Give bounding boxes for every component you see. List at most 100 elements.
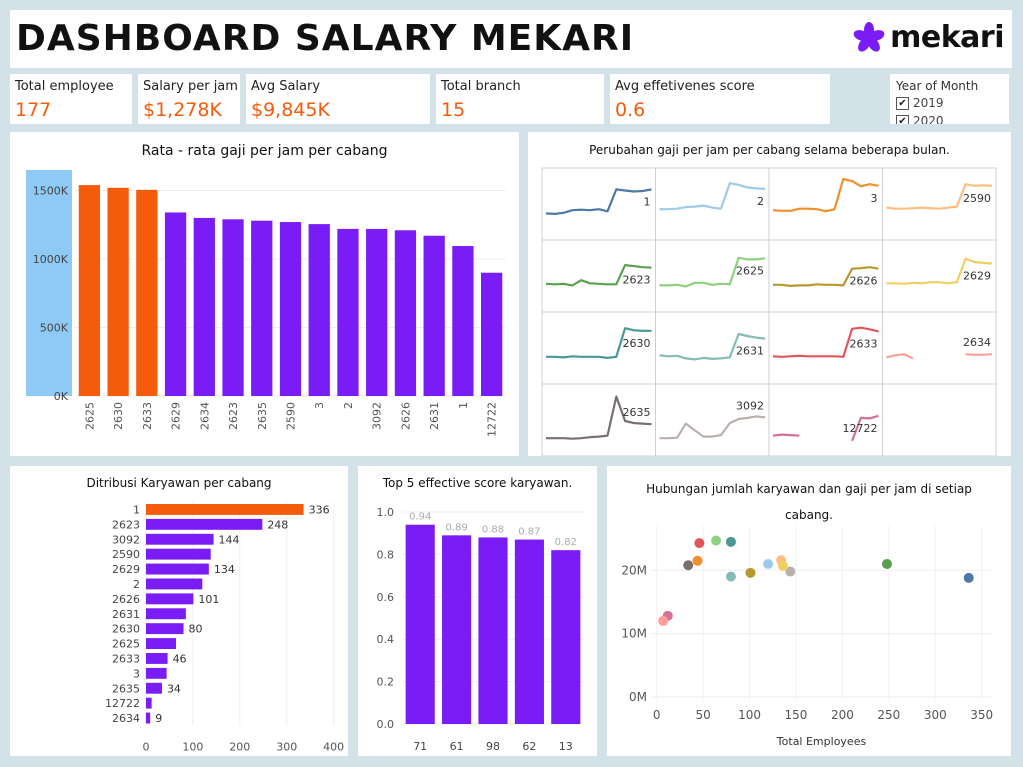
chart-panel-employee-distribution: Ditribusi Karyawan per cabang 0 100 200 300…: [10, 466, 348, 756]
y-tick-label: 1: [133, 503, 140, 516]
y-tick-label: 12722: [105, 697, 140, 710]
series-label: 1: [644, 195, 651, 208]
x-tick-label: 2590: [285, 402, 298, 430]
scatter-point: [777, 560, 788, 571]
scatter-point: [658, 615, 669, 626]
x-tick-label: 400: [323, 741, 344, 754]
bar: [146, 504, 304, 515]
x-tick-label: 350: [970, 708, 993, 722]
y-tick-label: 0.2: [377, 676, 395, 689]
chart-title: Top 5 effective score karyawan.: [382, 476, 573, 490]
bar: [146, 697, 152, 709]
scatter-point: [694, 538, 705, 549]
chart-title: Rata - rata gaji per jam per cabang: [141, 143, 388, 159]
data-label: 101: [198, 593, 219, 606]
y-tick-label: 2590: [112, 548, 140, 561]
filter-option-2020[interactable]: ✔ 2020: [896, 114, 944, 124]
bar: [481, 272, 503, 396]
bar: [551, 550, 581, 724]
series-line: [886, 353, 993, 360]
y-axis-highlight-band: [26, 170, 72, 396]
kpi-label: Total branch: [441, 79, 521, 94]
data-label: 144: [219, 533, 240, 546]
x-tick-label: 2: [342, 402, 355, 409]
title-bar: DASHBOARD SALARY MEKARI mekari: [10, 10, 1012, 68]
mekari-logo: mekari: [852, 20, 1004, 55]
y-tick-label: 2626: [112, 593, 140, 606]
bar: [514, 539, 544, 724]
x-tick-label: 61: [450, 740, 464, 753]
x-tick-label: 2631: [428, 402, 441, 430]
x-tick-label: 2635: [256, 402, 269, 430]
data-label: 248: [267, 518, 288, 531]
x-tick-label: 0: [143, 741, 150, 754]
scatter-point: [711, 535, 722, 546]
x-tick-label: 100: [182, 741, 203, 754]
bar: [146, 682, 162, 694]
kpi-total-branch: Total branch 15: [436, 74, 604, 124]
filter-option-2019[interactable]: ✔ 2019: [896, 96, 944, 110]
top5-score-bar-chart: 0.0 0.2 0.4 0.6 0.8 1.0 0.94 71 0.89 61 0.88 98 0.87…: [377, 506, 584, 753]
x-tick-label: 2630: [112, 402, 125, 430]
bar: [146, 518, 263, 530]
bar: [308, 224, 330, 396]
x-tick-label: 100: [738, 708, 761, 722]
kpi-value: $1,278K: [143, 99, 222, 121]
checkbox-checked-icon[interactable]: ✔: [896, 96, 909, 110]
checkbox-checked-icon[interactable]: ✔: [896, 114, 909, 124]
x-tick-label: 250: [877, 708, 900, 722]
data-label: 46: [173, 652, 187, 665]
bar: [394, 230, 417, 396]
data-label: 0.82: [555, 537, 577, 548]
y-tick-label: 20M: [621, 563, 647, 577]
data-label: 34: [167, 682, 181, 695]
x-tick-label: 300: [276, 741, 297, 754]
data-label: 134: [214, 563, 235, 576]
series-line: [659, 256, 766, 288]
y-tick-label: 2629: [112, 563, 140, 576]
x-tick-label: 1: [457, 402, 470, 409]
scatter-point: [692, 555, 703, 566]
kpi-total-employee: Total employee 177: [10, 74, 132, 124]
filter-label: Year of Month: [896, 79, 979, 93]
logo-text: mekari: [890, 20, 1004, 55]
bar: [146, 712, 151, 724]
y-tick-label: 0K: [54, 390, 69, 403]
bar: [78, 185, 100, 396]
x-tick-label: 2623: [227, 402, 240, 430]
employee-distribution-bar-chart: 0 100 200 300 400 1 336 2623 248 3092 144 2590 2629 1…: [105, 502, 344, 754]
bar: [193, 217, 215, 396]
kpi-value: 177: [15, 99, 52, 121]
series-label: 2629: [963, 270, 991, 283]
x-tick-label: 3092: [371, 402, 384, 430]
bar: [146, 578, 203, 590]
x-tick-label: 62: [522, 740, 536, 753]
kpi-salary-per-jam: Salary per jam $1,278K: [138, 74, 240, 124]
bar: [146, 533, 214, 545]
bar: [146, 638, 177, 649]
series-line: [886, 257, 993, 285]
bar: [222, 219, 244, 396]
scatter-point: [963, 572, 974, 583]
x-tick-label: 0: [653, 708, 661, 722]
data-label: 0.87: [518, 527, 540, 538]
x-tick-label: 200: [831, 708, 854, 722]
bar: [146, 608, 186, 620]
y-tick-label: 2631: [112, 608, 140, 621]
series-line: [659, 415, 766, 440]
series-label: 2590: [963, 192, 991, 205]
year-filter: Year of Month ✔ 2019 ✔ 2020: [890, 74, 1009, 124]
x-tick-label: 12722: [486, 402, 499, 437]
scatter-point: [683, 560, 694, 571]
scatter-point: [881, 558, 892, 569]
data-label: 80: [189, 623, 203, 636]
bar: [452, 246, 474, 396]
chart-panel-scatter: Hubungan jumlah karyawan dan gaji per ja…: [607, 466, 1011, 756]
kpi-avg-effectiveness: Avg effetivenes score 0.6: [610, 74, 830, 124]
x-tick-label: 2626: [399, 402, 412, 430]
series-line: [886, 183, 993, 210]
bar: [136, 189, 158, 396]
bar: [366, 228, 388, 396]
y-tick-label: 2634: [112, 712, 140, 725]
x-tick-label: 3: [313, 402, 326, 409]
